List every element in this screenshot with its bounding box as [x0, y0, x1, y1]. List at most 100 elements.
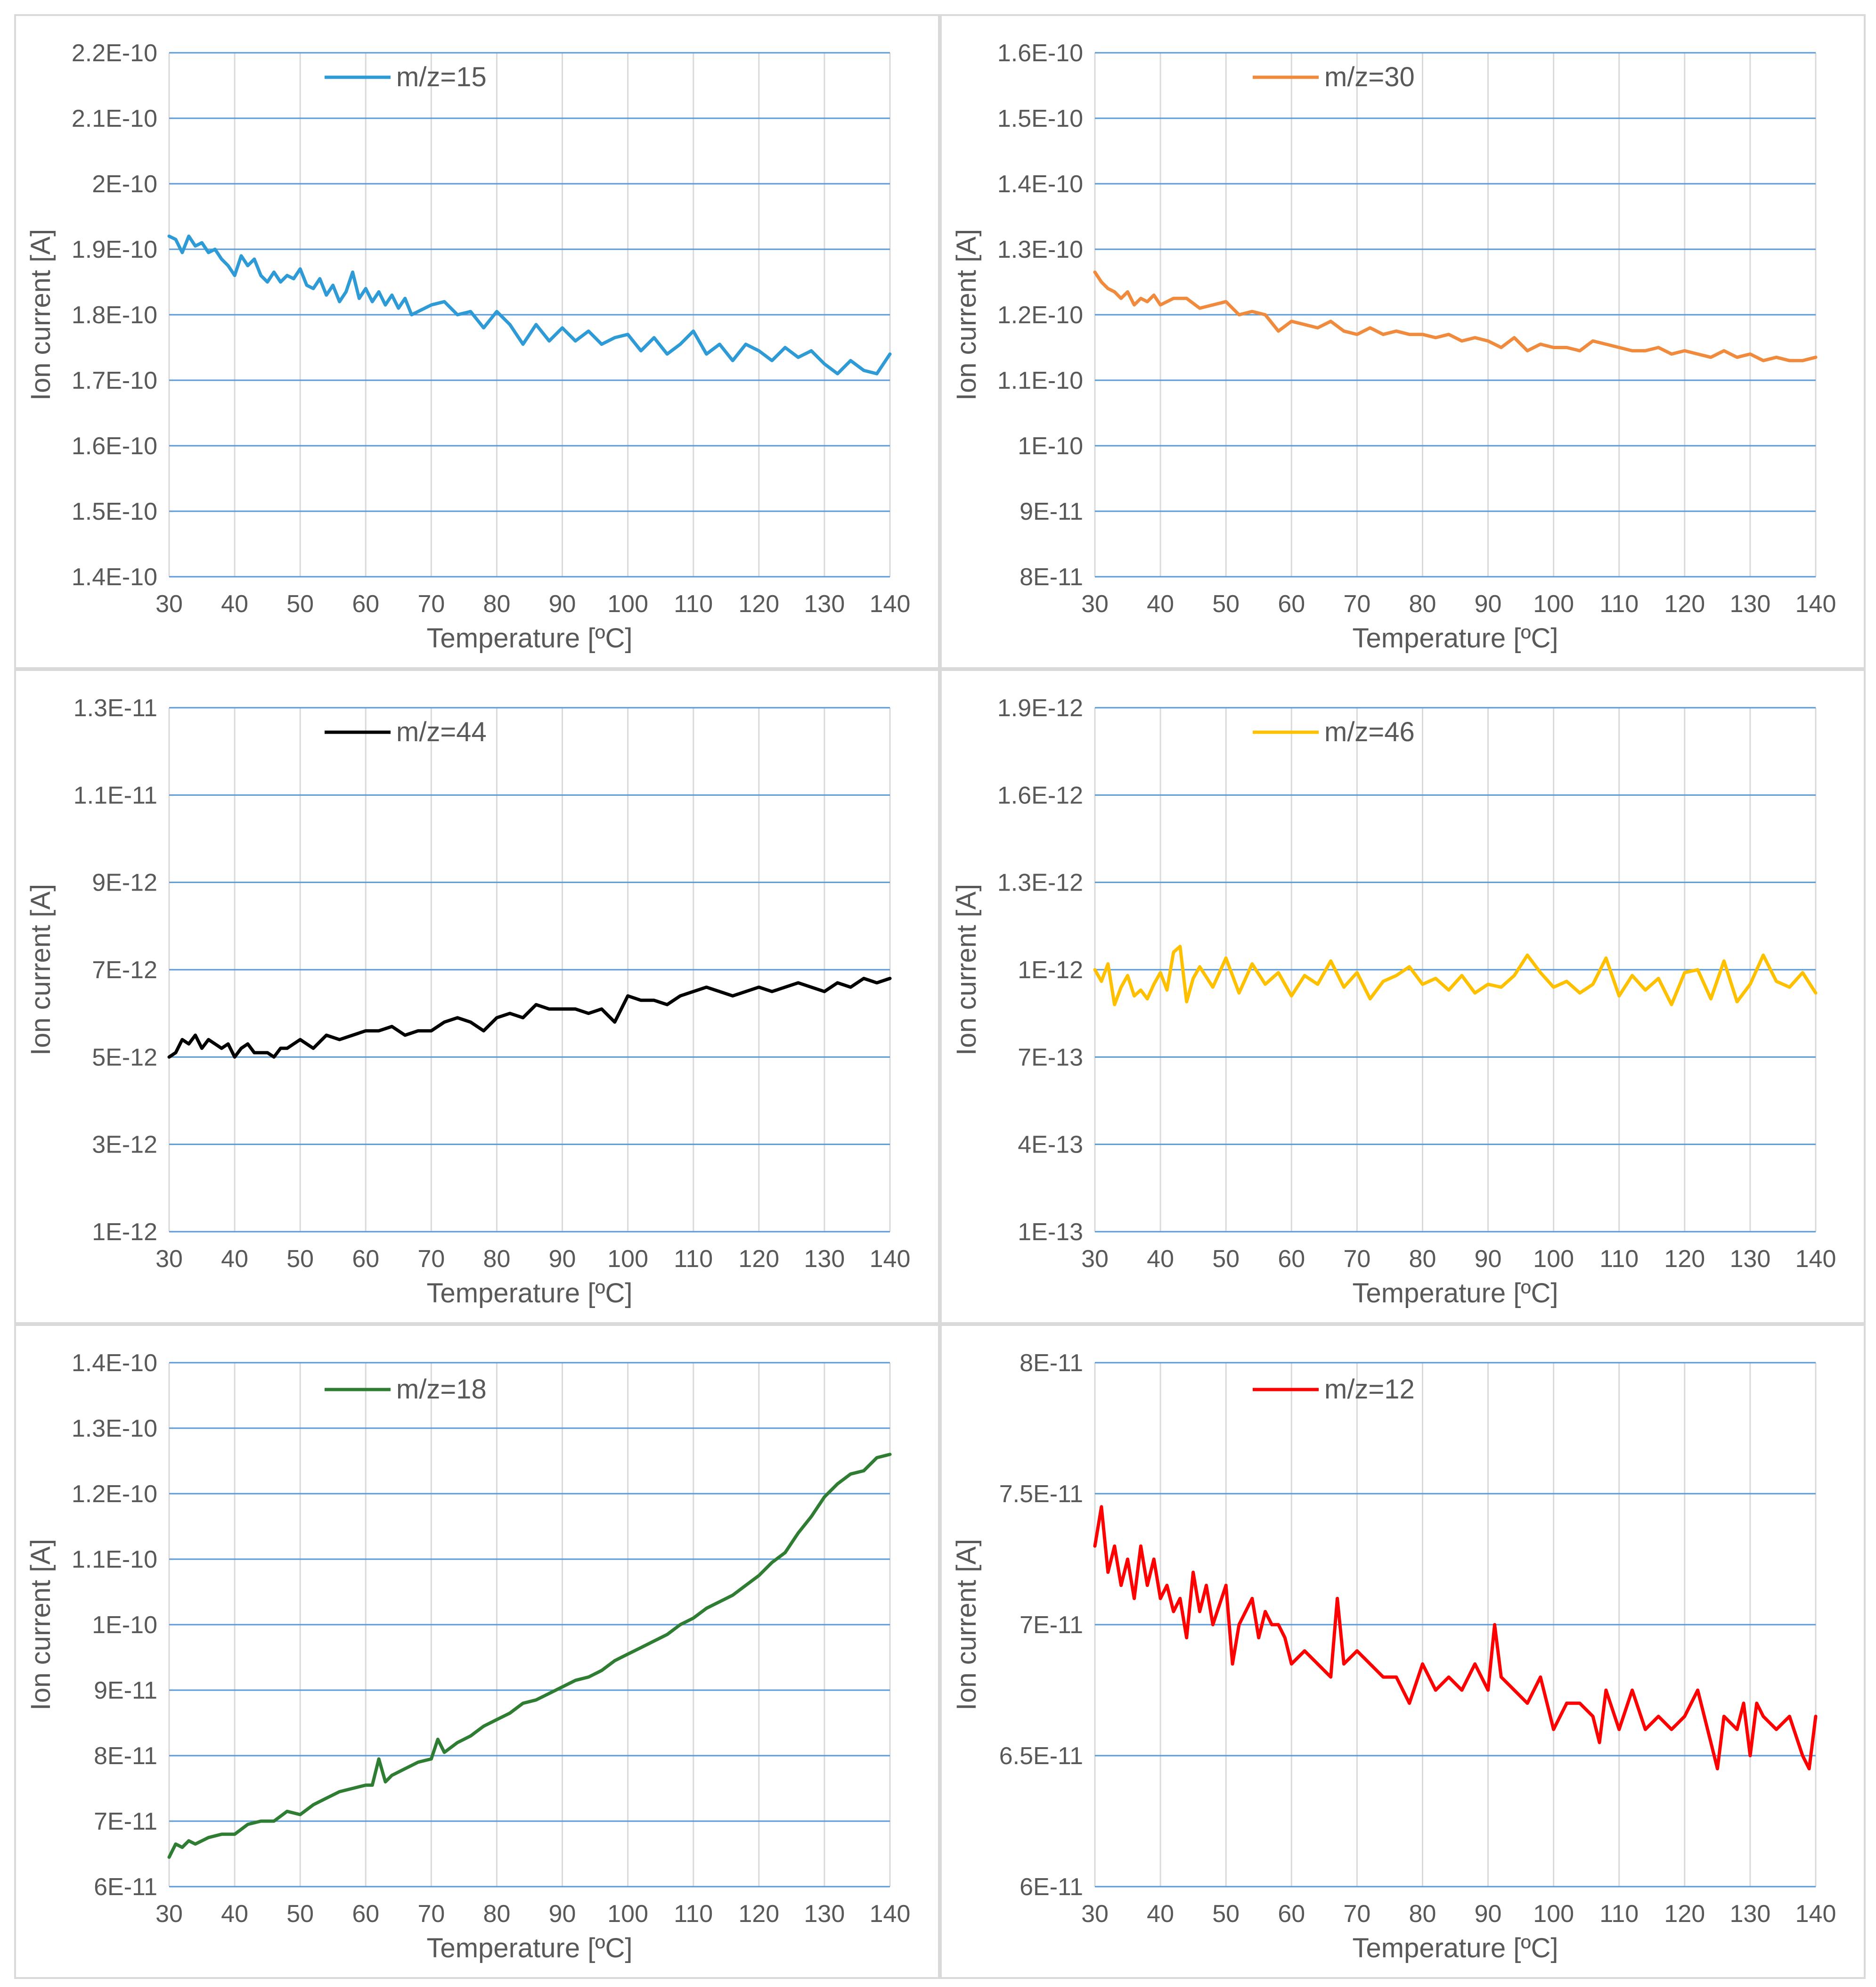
x-tick-label: 90: [1475, 590, 1502, 618]
x-tick-label: 100: [1533, 590, 1574, 618]
chart-svg: 30 40 50 60 70 80 90 100 110 120 130 140 1.4E-10 1.5E…: [25, 40, 911, 654]
x-tick-label: 70: [1343, 1245, 1370, 1273]
x-tick-label: 80: [1409, 590, 1436, 618]
x-tick-label: 120: [1664, 1900, 1705, 1928]
x-tick-label: 80: [483, 590, 511, 618]
series-line: [167, 977, 892, 1059]
x-tick-label: 70: [1343, 1900, 1370, 1928]
y-tick-label: 1.4E-10: [997, 171, 1083, 198]
x-tick-label: 50: [1212, 1245, 1240, 1273]
x-tick-label: 140: [1795, 1900, 1836, 1928]
chart-panel: 30 40 50 60 70 80 90 100 110 120 130 140 8E-11 9E-11 1…: [940, 14, 1866, 669]
x-tick-label: 140: [1795, 590, 1836, 618]
y-tick-label: 9E-11: [94, 1677, 157, 1704]
chart-svg: 30 40 50 60 70 80 90 100 110 120 130 140 6E-11 7E-11 8…: [25, 1349, 910, 1963]
y-tick-label: 1E-13: [1018, 1218, 1083, 1246]
x-tick-label: 110: [1599, 1245, 1639, 1273]
legend-label: m/z=44: [396, 717, 487, 747]
x-tick-label: 140: [870, 590, 911, 618]
x-tick-label: 40: [1147, 1245, 1174, 1273]
chart-panel: 30 40 50 60 70 80 90 100 110 120 130 140 6E-11 7E-11 8…: [14, 1324, 940, 1979]
x-tick-label: 70: [417, 1900, 445, 1928]
chart-panel: 30 40 50 60 70 80 90 100 110 120 130 140 1E-12 3E-12 5…: [14, 669, 940, 1324]
x-tick-label: 80: [1409, 1900, 1436, 1928]
series-line: [1093, 1505, 1818, 1771]
y-axis-label: Ion current [A]: [25, 884, 56, 1055]
x-tick-label: 60: [1278, 1900, 1305, 1928]
y-tick-label: 1.1E-10: [997, 367, 1083, 394]
chart-panel: 30 40 50 60 70 80 90 100 110 120 130 140 1.4E-10 1.5E…: [14, 14, 940, 669]
chart-svg: 30 40 50 60 70 80 90 100 110 120 130 140 8E-11 9E-11 1…: [951, 40, 1836, 654]
x-tick-label: 120: [738, 1245, 779, 1273]
x-tick-label: 120: [738, 1900, 779, 1928]
x-tick-label: 40: [1147, 1900, 1174, 1928]
x-tick-label: 130: [1730, 590, 1771, 618]
y-tick-label: 8E-11: [94, 1742, 157, 1770]
y-axis-label: Ion current [A]: [25, 229, 56, 401]
x-tick-label: 40: [221, 590, 248, 618]
y-tick-label: 7.5E-11: [999, 1480, 1083, 1508]
y-tick-label: 6E-11: [1020, 1873, 1083, 1901]
x-tick-label: 140: [870, 1245, 911, 1273]
y-tick-label: 6.5E-11: [999, 1742, 1083, 1770]
x-tick-label: 130: [804, 590, 845, 618]
x-tick-label: 30: [1081, 1245, 1109, 1273]
y-tick-label: 7E-13: [1018, 1044, 1083, 1071]
y-tick-label: 1.3E-10: [997, 236, 1083, 263]
y-tick-label: 1E-12: [1018, 957, 1083, 984]
y-tick-label: 8E-11: [1020, 564, 1083, 591]
legend-label: m/z=30: [1324, 62, 1415, 92]
x-tick-label: 100: [607, 1900, 648, 1928]
x-tick-label: 40: [221, 1245, 248, 1273]
y-tick-label: 1.6E-10: [997, 40, 1083, 67]
y-tick-label: 1.3E-10: [72, 1415, 157, 1442]
y-axis-label: Ion current [A]: [951, 884, 982, 1055]
y-tick-label: 1.6E-12: [997, 782, 1083, 809]
x-tick-label: 60: [352, 590, 379, 618]
x-tick-label: 110: [1599, 1900, 1639, 1928]
x-axis-label: Temperature [ºC]: [426, 623, 632, 654]
chart-svg: 30 40 50 60 70 80 90 100 110 120 130 140 6E-11 6.5E-1…: [951, 1349, 1836, 1963]
y-tick-label: 1E-10: [1018, 433, 1083, 460]
legend-label: m/z=18: [396, 1374, 487, 1405]
x-tick-label: 90: [1475, 1900, 1502, 1928]
y-tick-label: 1.6E-10: [72, 433, 157, 460]
x-tick-label: 30: [1081, 590, 1109, 618]
y-tick-label: 1.9E-12: [997, 695, 1083, 722]
x-tick-label: 30: [155, 590, 183, 618]
legend-label: m/z=46: [1324, 717, 1415, 747]
x-tick-label: 110: [1599, 590, 1639, 618]
x-tick-label: 100: [1533, 1900, 1574, 1928]
x-tick-label: 90: [549, 1245, 576, 1273]
chart-panel: 30 40 50 60 70 80 90 100 110 120 130 140 1E-13 4E-13 7…: [940, 669, 1866, 1324]
x-tick-label: 60: [352, 1900, 379, 1928]
y-tick-label: 7E-12: [92, 957, 157, 984]
x-tick-label: 130: [804, 1245, 845, 1273]
y-tick-label: 1.7E-10: [72, 367, 157, 394]
y-tick-label: 1E-10: [92, 1611, 157, 1639]
chart-svg: 30 40 50 60 70 80 90 100 110 120 130 140 1E-12 3E-12 5…: [25, 695, 911, 1308]
x-axis-label: Temperature [ºC]: [426, 1933, 632, 1963]
y-tick-label: 2.2E-10: [72, 40, 157, 67]
x-tick-label: 30: [155, 1245, 183, 1273]
x-tick-label: 50: [286, 590, 314, 618]
y-tick-label: 1.2E-10: [72, 1480, 157, 1508]
x-tick-label: 40: [221, 1900, 248, 1928]
x-tick-label: 90: [549, 590, 576, 618]
chart-svg: 30 40 50 60 70 80 90 100 110 120 130 140 1E-13 4E-13 7…: [951, 695, 1836, 1308]
y-axis-label: Ion current [A]: [951, 229, 982, 401]
y-tick-label: 6E-11: [94, 1873, 157, 1901]
x-tick-label: 30: [1081, 1900, 1109, 1928]
x-tick-label: 120: [738, 590, 779, 618]
x-tick-label: 50: [1212, 590, 1240, 618]
x-tick-label: 40: [1147, 590, 1174, 618]
x-tick-label: 50: [286, 1900, 314, 1928]
x-tick-label: 110: [674, 1245, 713, 1273]
x-tick-label: 50: [286, 1245, 314, 1273]
y-tick-label: 7E-11: [1020, 1611, 1083, 1639]
x-tick-label: 90: [549, 1900, 576, 1928]
y-tick-label: 1.4E-10: [72, 1349, 157, 1377]
y-tick-label: 1.8E-10: [72, 302, 157, 329]
y-tick-label: 1.5E-10: [72, 498, 157, 525]
